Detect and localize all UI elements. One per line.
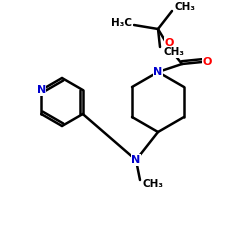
Text: CH₃: CH₃ — [164, 47, 184, 57]
Text: CH₃: CH₃ — [174, 2, 196, 12]
Text: CH₃: CH₃ — [142, 179, 164, 189]
Text: H₃C: H₃C — [112, 18, 132, 28]
Text: O: O — [164, 38, 174, 48]
Text: N: N — [154, 67, 162, 77]
Text: N: N — [132, 155, 140, 165]
Text: N: N — [36, 85, 46, 95]
Text: O: O — [202, 57, 212, 67]
